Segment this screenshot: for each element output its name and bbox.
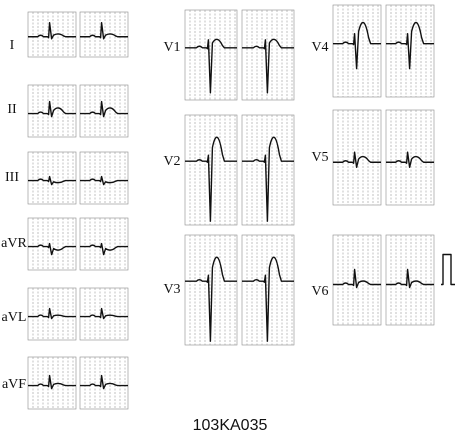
lead-label: aVF xyxy=(2,377,26,392)
ecg-trace xyxy=(28,374,76,390)
ecg-trace xyxy=(333,151,381,168)
ecg-trace xyxy=(28,100,76,118)
ecg-trace xyxy=(242,256,294,342)
ecg-trace xyxy=(333,268,381,289)
ecg-trace xyxy=(80,307,128,320)
grid-box xyxy=(184,9,238,101)
ecg-trace xyxy=(333,21,381,70)
grid-box xyxy=(184,114,238,226)
ecg-trace xyxy=(185,256,237,342)
ecg-trace xyxy=(386,151,434,168)
lead-label: II xyxy=(7,102,17,117)
ecg-trace xyxy=(80,374,128,390)
grid-box xyxy=(332,109,382,206)
lead-label: V1 xyxy=(163,40,180,55)
ecg-trace xyxy=(242,38,294,94)
lead-label: V3 xyxy=(163,282,180,297)
lead-label: V5 xyxy=(311,150,328,165)
lead-label: V6 xyxy=(311,284,328,299)
grid-box xyxy=(184,234,238,346)
grid-box xyxy=(385,234,435,326)
ecg-trace xyxy=(185,136,237,222)
ecg-trace xyxy=(80,242,128,256)
ecg-trace xyxy=(28,242,76,256)
grid-box xyxy=(79,287,129,341)
grid-box xyxy=(27,287,77,341)
grid-box xyxy=(79,356,129,410)
grid-box xyxy=(79,84,129,138)
grid-box xyxy=(27,84,77,138)
grid-box xyxy=(27,217,77,271)
ecg-trace xyxy=(80,22,128,40)
lead-label: I xyxy=(10,38,15,53)
grid-box xyxy=(27,151,77,205)
grid-box xyxy=(241,114,295,226)
grid-box xyxy=(332,234,382,326)
grid-box xyxy=(27,356,77,410)
grid-box xyxy=(385,4,435,98)
grid-box xyxy=(241,9,295,101)
ecg-trace xyxy=(80,175,128,186)
calibration-pulse xyxy=(441,253,455,286)
grid-box xyxy=(241,234,295,346)
lead-label: III xyxy=(5,170,19,185)
ecg-trace xyxy=(242,136,294,222)
lead-label: aVR xyxy=(1,236,27,251)
ecg-trace xyxy=(386,268,434,289)
lead-label: V2 xyxy=(163,154,180,169)
lead-label: V4 xyxy=(311,40,328,55)
ecg-trace xyxy=(28,307,76,320)
grid-box xyxy=(79,11,129,58)
ecg-trace xyxy=(185,38,237,94)
ecg-trace xyxy=(80,100,128,118)
grid-box xyxy=(385,109,435,206)
grid-box xyxy=(332,4,382,98)
grid-box xyxy=(79,151,129,205)
ecg-trace xyxy=(28,175,76,186)
lead-label: aVL xyxy=(2,310,27,325)
grid-box xyxy=(27,11,77,58)
caption: 103KA035 xyxy=(193,417,268,434)
ecg-trace xyxy=(28,22,76,40)
grid-box xyxy=(79,217,129,271)
ecg-trace xyxy=(386,21,434,70)
